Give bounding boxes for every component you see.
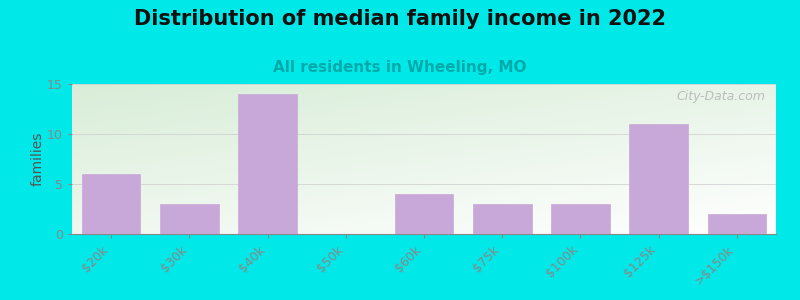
- Bar: [630, 124, 688, 234]
- Text: Distribution of median family income in 2022: Distribution of median family income in …: [134, 9, 666, 29]
- Bar: [551, 204, 610, 234]
- Bar: [160, 204, 218, 234]
- Text: All residents in Wheeling, MO: All residents in Wheeling, MO: [274, 60, 526, 75]
- Bar: [473, 204, 531, 234]
- Text: City-Data.com: City-Data.com: [677, 90, 766, 103]
- Y-axis label: families: families: [30, 132, 44, 186]
- Bar: [238, 94, 297, 234]
- Bar: [82, 174, 141, 234]
- Bar: [707, 214, 766, 234]
- Bar: [394, 194, 454, 234]
